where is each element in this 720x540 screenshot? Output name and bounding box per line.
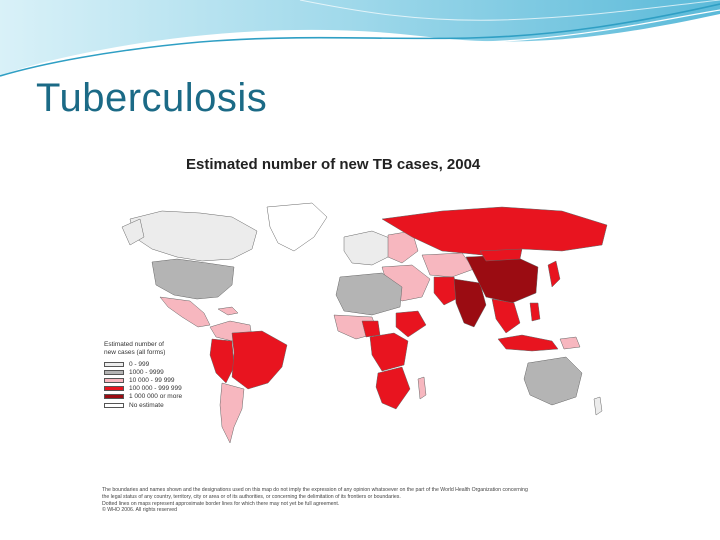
- region-madagascar: [417, 376, 427, 400]
- region-peru: [209, 338, 235, 384]
- legend-swatch: [104, 386, 124, 392]
- map-disclaimer: The boundaries and names shown and the d…: [102, 487, 622, 514]
- disclaimer-line: © WHO 2006. All rights reserved: [102, 507, 178, 514]
- legend-title-line1: Estimated number of: [104, 341, 164, 348]
- legend-title: Estimated number of new cases (all forms…: [104, 341, 234, 357]
- region-southeast-asia: [491, 298, 521, 334]
- legend-swatch: [104, 394, 124, 400]
- legend-label: No estimate: [129, 401, 164, 409]
- region-pakistan: [433, 276, 461, 306]
- header-wave-decoration: [0, 0, 720, 81]
- legend-item: 10 000 - 99 999: [104, 376, 234, 384]
- legend-swatch: [104, 369, 124, 375]
- disclaimer-line: The boundaries and names shown and the d…: [102, 487, 528, 493]
- legend-label: 100 000 - 999 999: [129, 385, 182, 393]
- disclaimer-line: Dotted lines on maps represent approxima…: [102, 500, 340, 507]
- region-argentina-chile: [219, 382, 245, 444]
- legend-swatch: [104, 361, 124, 367]
- legend-swatch: [104, 377, 124, 383]
- legend-item: 100 000 - 999 999: [104, 385, 234, 393]
- legend-rows: 0 - 999 1000 - 9999 10 000 - 99 999 100 000…: [104, 360, 234, 409]
- legend-item: 1000 - 9999: [104, 368, 234, 376]
- region-greenland: [266, 202, 328, 252]
- region-canada: [129, 210, 258, 262]
- tb-map-figure: Estimated number of new TB cases, 2004 E…: [82, 127, 627, 525]
- region-new-zealand: [593, 396, 603, 416]
- legend-item: 1 000 000 or more: [104, 393, 234, 401]
- world-map: [121, 202, 608, 444]
- map-title: Estimated number of new TB cases, 2004: [186, 156, 481, 173]
- region-western-europe: [343, 230, 393, 266]
- map-legend: Estimated number of new cases (all forms…: [104, 341, 234, 409]
- region-usa: [151, 258, 235, 300]
- legend-label: 10 000 - 99 999: [129, 376, 175, 384]
- legend-item: 0 - 999: [104, 360, 234, 368]
- legend-item: No estimate: [104, 401, 234, 409]
- legend-label: 0 - 999: [129, 360, 150, 368]
- region-central-africa: [369, 332, 409, 372]
- region-russia: [381, 206, 608, 256]
- region-central-asia: [421, 252, 475, 278]
- region-north-africa: [335, 272, 403, 316]
- legend-label: 1000 - 9999: [129, 368, 164, 376]
- region-indonesia: [497, 334, 559, 352]
- legend-label: 1 000 000 or more: [129, 393, 183, 401]
- region-japan: [547, 260, 561, 288]
- region-brazil: [231, 330, 288, 390]
- slide-title: Tuberculosis: [36, 76, 268, 120]
- region-nigeria: [361, 320, 381, 338]
- region-ethiopia: [395, 310, 427, 338]
- region-australia: [523, 356, 583, 406]
- legend-title-line2: new cases (all forms): [104, 349, 166, 356]
- region-mexico: [159, 296, 211, 328]
- region-southern-africa: [375, 366, 411, 410]
- region-alaska: [121, 218, 145, 246]
- disclaimer-line: the legal status of any country, territo…: [102, 493, 401, 500]
- region-caribbean: [217, 306, 239, 316]
- legend-swatch: [104, 402, 124, 408]
- region-mongolia: [479, 248, 523, 262]
- region-philippines: [529, 302, 541, 322]
- region-papua-new-guinea: [559, 336, 581, 350]
